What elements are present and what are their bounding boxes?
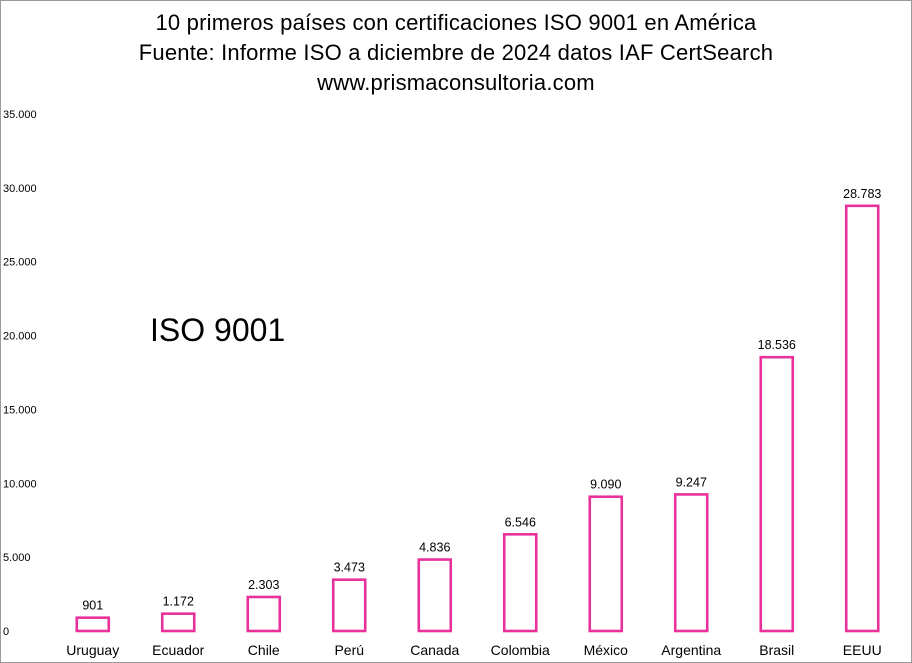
bar [246, 595, 282, 633]
data-label: 4.836 [419, 541, 450, 555]
x-tick-label: Perú [334, 642, 364, 658]
x-tick-label: Canada [410, 642, 459, 658]
x-tick-label: EEUU [843, 642, 882, 658]
data-label: 28.783 [843, 187, 881, 201]
y-tick-label: 10.000 [3, 478, 37, 490]
data-label: 9.247 [676, 475, 707, 489]
bar [502, 533, 538, 633]
bar [331, 578, 367, 633]
chart-title-line-3: www.prismaconsultoria.com [317, 70, 595, 95]
x-axis: Uruguay Ecuador Chile Perú Canada Colombia Méx… [66, 642, 881, 658]
x-tick-label: Ecuador [152, 642, 204, 658]
bar [759, 355, 795, 633]
y-tick-label: 35.000 [3, 109, 37, 121]
bar [844, 204, 880, 633]
y-tick-label: 25.000 [3, 257, 37, 269]
chart-annotation: ISO 9001 [150, 312, 286, 348]
data-label: 3.473 [334, 561, 365, 575]
data-label: 2.303 [248, 578, 279, 592]
y-tick-label: 15.000 [3, 404, 37, 416]
data-label: 1.172 [163, 595, 194, 609]
bars [75, 204, 880, 633]
bar [417, 558, 453, 633]
x-tick-label: Brasil [759, 642, 794, 658]
bar [673, 493, 709, 633]
bar [160, 612, 196, 633]
bar [588, 495, 624, 633]
chart-title-line-2: Fuente: Informe ISO a diciembre de 2024 … [138, 40, 774, 65]
chart-title-line-1: 10 primeros países con certificaciones I… [155, 10, 757, 35]
y-tick-label: 0 [3, 626, 9, 638]
bar [75, 616, 111, 633]
x-tick-label: Argentina [661, 642, 721, 658]
data-label: 18.536 [758, 338, 796, 352]
x-tick-label: Uruguay [66, 642, 119, 658]
data-label: 9.090 [590, 478, 621, 492]
x-tick-label: Chile [248, 642, 280, 658]
y-tick-label: 20.000 [3, 331, 37, 343]
y-tick-label: 5.000 [3, 552, 31, 564]
data-label: 6.546 [505, 515, 536, 529]
y-tick-label: 30.000 [3, 183, 37, 195]
data-labels: 901 1.172 2.303 3.473 4.836 6.546 9.090 9.247 18… [82, 187, 881, 613]
y-axis: 0 5.000 10.000 15.000 20.000 25.000 30.000 35.0… [3, 109, 37, 638]
data-label: 901 [82, 599, 103, 613]
x-tick-label: Colombia [491, 642, 550, 658]
x-tick-label: México [584, 642, 629, 658]
